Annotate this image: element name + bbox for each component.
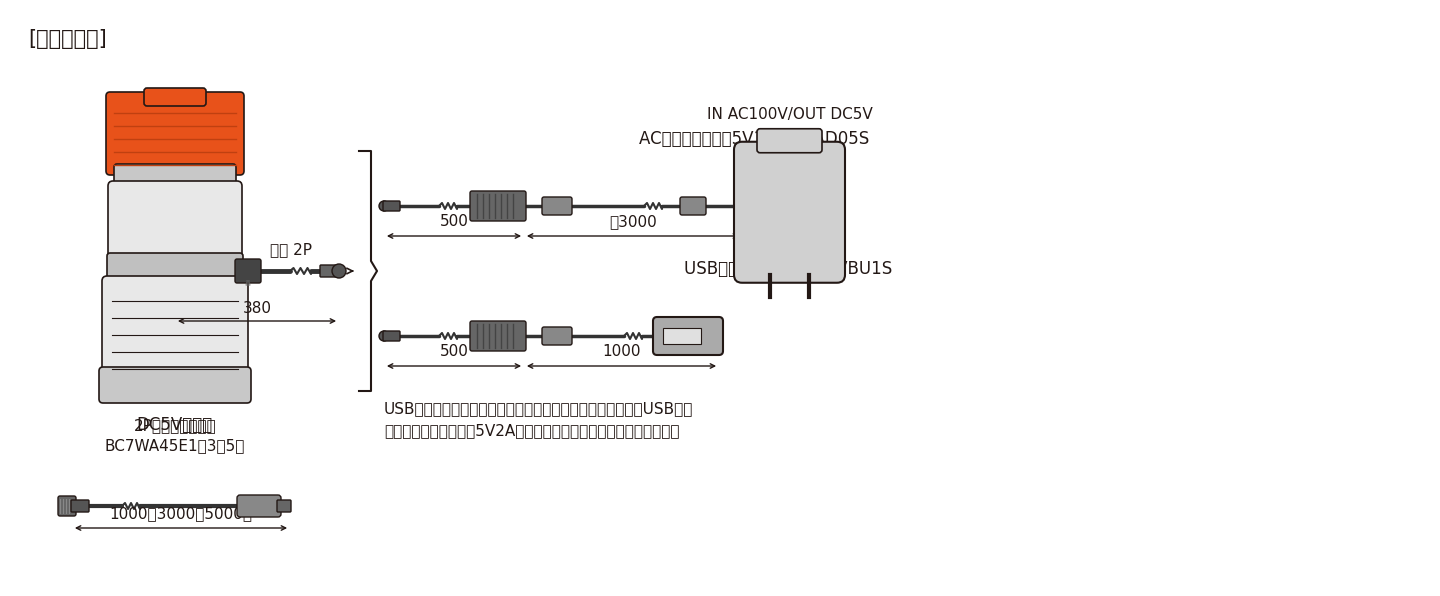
FancyBboxPatch shape [383,331,400,341]
FancyBboxPatch shape [114,164,236,194]
FancyBboxPatch shape [99,367,251,403]
FancyBboxPatch shape [71,500,89,512]
Text: ACアダプタセット5V1A BK7AD05S: ACアダプタセット5V1A BK7AD05S [639,130,870,148]
Text: 電源 2P: 電源 2P [271,242,312,257]
FancyBboxPatch shape [469,191,526,221]
Text: 1000: 1000 [602,344,641,359]
Text: 500: 500 [439,214,468,229]
FancyBboxPatch shape [238,495,281,517]
Text: 500: 500 [439,344,468,359]
FancyBboxPatch shape [757,129,822,153]
FancyBboxPatch shape [541,197,572,215]
FancyBboxPatch shape [383,201,400,211]
Text: BC7WA45E1（3・5）: BC7WA45E1（3・5） [105,438,245,453]
FancyBboxPatch shape [107,92,243,175]
FancyBboxPatch shape [144,88,206,106]
Text: DC5V電源式: DC5V電源式 [137,416,213,434]
Text: USB充電コードを使用して、モバイルバッテリーやパソコンUSB端子: USB充電コードを使用して、モバイルバッテリーやパソコンUSB端子 [384,401,694,416]
Text: 380: 380 [242,301,272,316]
FancyBboxPatch shape [469,321,526,351]
FancyBboxPatch shape [652,317,723,355]
Text: 1000（3000・5000）: 1000（3000・5000） [109,506,252,521]
FancyBboxPatch shape [235,259,261,283]
Text: 約3000: 約3000 [609,214,657,229]
Text: 2P防水延長コード: 2P防水延長コード [134,418,216,433]
Circle shape [379,201,389,211]
FancyBboxPatch shape [102,276,248,381]
FancyBboxPatch shape [320,265,338,277]
FancyBboxPatch shape [541,327,572,345]
Text: から電源を取る場合、5V2A以上の容量のものを使用してください。: から電源を取る場合、5V2A以上の容量のものを使用してください。 [384,423,680,438]
Text: IN AC100V/OUT DC5V: IN AC100V/OUT DC5V [707,107,873,122]
Text: [オプション]: [オプション] [27,29,107,49]
FancyBboxPatch shape [108,181,242,266]
FancyBboxPatch shape [58,496,76,516]
FancyBboxPatch shape [662,328,701,344]
FancyBboxPatch shape [276,500,291,512]
FancyBboxPatch shape [734,142,845,283]
FancyBboxPatch shape [680,197,706,215]
FancyBboxPatch shape [107,253,243,289]
Circle shape [333,264,346,278]
Text: USB充電コードセット BK7VBU1S: USB充電コードセット BK7VBU1S [684,260,893,278]
Circle shape [379,331,389,341]
